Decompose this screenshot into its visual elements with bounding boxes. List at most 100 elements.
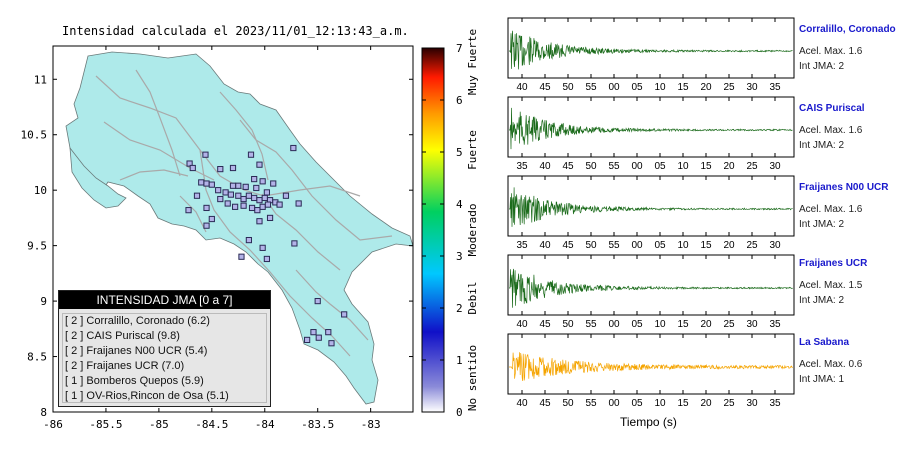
waveform-tick-label: 05: [654, 240, 666, 251]
station-marker: [259, 244, 266, 251]
trace-info-2: Fraijanes N00 UCR Acel. Max. 1.6 Int JMA…: [799, 182, 888, 230]
waveform-tick-label: 50: [562, 398, 574, 409]
waveform-tick-label: 40: [516, 398, 528, 409]
colorbar-tick-label: 5: [456, 146, 463, 159]
road: [135, 69, 181, 177]
station-marker: [185, 207, 192, 214]
waveform-tick-label: 30: [746, 82, 758, 93]
waveform-tick-label: 45: [562, 161, 574, 172]
map-x-tick-label: -84: [255, 418, 275, 431]
legend-item: [ 2 ] CAIS Puriscal (9.8): [65, 330, 180, 342]
time-axis-label: Tiempo (s): [620, 415, 677, 429]
station-marker: [328, 340, 335, 347]
waveform-tick-label: 20: [723, 161, 735, 172]
legend-item: [ 2 ] Fraijanes N00 UCR (5.4): [65, 345, 208, 357]
station-marker: [259, 203, 266, 210]
waveform-tick-label: 15: [677, 319, 689, 330]
road: [295, 269, 369, 341]
colorbar-intensity-label: Moderado: [466, 204, 479, 257]
waveform-tick-label: 50: [585, 161, 597, 172]
trace-jma-intensity: Int JMA: 2: [799, 61, 845, 72]
intensity-legend: INTENSIDAD JMA [0 a 7] [ 2 ] Corralillo,…: [58, 290, 271, 407]
waveform-tick-label: 00: [631, 240, 643, 251]
waveform-tick-label: 10: [677, 240, 689, 251]
waveform-tick-label: 55: [585, 398, 597, 409]
station-marker: [235, 192, 242, 199]
waveform-tick-label: 05: [631, 82, 643, 93]
station-marker: [304, 336, 311, 344]
intensity-map: -86 -85.5 -85 -84.5 -84 -83.5 -83 8 8.5 9 9.5 10 10…: [21, 45, 414, 431]
map-x-tick-label: -86: [43, 418, 63, 431]
legend-title: INTENSIDAD JMA [0 a 7]: [59, 291, 270, 309]
station-marker: [325, 329, 332, 336]
trace-jma-intensity: Int JMA: 2: [799, 295, 845, 306]
station-marker: [217, 166, 224, 173]
station-marker: [198, 179, 205, 186]
waveform-tick-label: 55: [608, 240, 620, 251]
waveform-tick-label: 35: [769, 398, 781, 409]
station-marker: [254, 207, 261, 214]
road: [219, 91, 269, 181]
trace-info-1: CAIS Puriscal Acel. Max. 1.6 Int JMA: 2: [799, 103, 865, 151]
station-marker: [227, 191, 234, 198]
station-marker: [215, 187, 222, 194]
map-frame: [52, 45, 414, 413]
waveform-tick-label: 15: [677, 398, 689, 409]
station-marker: [314, 297, 321, 305]
waveform-tick-label: 30: [746, 398, 758, 409]
waveform-tick-label: 15: [700, 240, 712, 251]
map-y-tick-label: 9: [40, 295, 47, 308]
station-marker: [186, 160, 193, 167]
waveform-tick-label: 10: [654, 398, 666, 409]
legend-item: [ 2 ] Fraijanes UCR (7.0): [65, 360, 185, 372]
waveform-trace: [509, 187, 793, 227]
station-marker: [261, 194, 268, 202]
country-landmass: [65, 51, 413, 405]
station-marker: [264, 201, 272, 208]
waveform-tick-label: 40: [516, 82, 528, 93]
station-marker: [251, 175, 258, 183]
waveform-trace: [509, 30, 793, 70]
waveform-tick-label: 25: [746, 240, 758, 251]
waveform-tick-label: 40: [539, 240, 551, 251]
station-marker: [263, 255, 270, 263]
map-title: Intensidad calculada el 2023/11/01_12:13…: [62, 24, 409, 38]
map-x-axis: -86 -85.5 -85 -84.5 -84 -83.5 -83: [43, 46, 381, 431]
colorbar-tick-label: 6: [456, 94, 463, 107]
nicoya-peninsula: [69, 146, 127, 209]
waveform-panel: 40 45 50 55 00 05 10 15 20 25 30 35: [507, 254, 795, 330]
waveform-tick-label: 05: [631, 398, 643, 409]
legend-item: [ 1 ] Bomberos Quepos (5.9): [65, 375, 204, 387]
station-marker: [251, 194, 258, 202]
station-marker: [229, 182, 237, 189]
waveform-tick-label: 25: [746, 161, 758, 172]
waveform-panels: 40 45 50 55 00 05 10 15 20 25 30 35 35 40 45 50 55 00 05 10…: [507, 17, 795, 409]
waveform-tick-label: 20: [700, 398, 712, 409]
waveform-tick-label: 45: [562, 240, 574, 251]
station-marker: [203, 222, 210, 229]
colorbar-intensity-label: Fuerte: [466, 130, 479, 170]
waveform-tick-label: 15: [700, 161, 712, 172]
waveform-tick-label: 05: [654, 161, 666, 172]
waveform-tick-label: 00: [608, 398, 620, 409]
station-marker: [208, 181, 215, 188]
station-marker: [276, 201, 283, 208]
colorbar-intensity-label: Muy Fuerte: [466, 29, 479, 95]
map-x-tick-label: -84.5: [195, 418, 228, 431]
waveform-tick-label: 10: [654, 319, 666, 330]
station-marker: [224, 200, 231, 207]
waveform-tick-label: 45: [539, 319, 551, 330]
station-marker: [282, 192, 290, 199]
station-marker: [240, 195, 247, 203]
station-marker: [245, 236, 252, 244]
waveform-trace: [509, 352, 793, 382]
map-y-tick-label: 9.5: [27, 240, 47, 253]
trace-accel-max: Acel. Max. 1.6: [799, 46, 863, 57]
station-marker: [310, 329, 317, 336]
trace-station-name: Fraijanes UCR: [799, 258, 868, 269]
colorbar-tick-label: 3: [456, 250, 463, 263]
waveform-tick-label: 20: [700, 319, 712, 330]
station-marker: [189, 164, 196, 172]
trace-station-name: Fraijanes N00 UCR: [799, 182, 889, 193]
